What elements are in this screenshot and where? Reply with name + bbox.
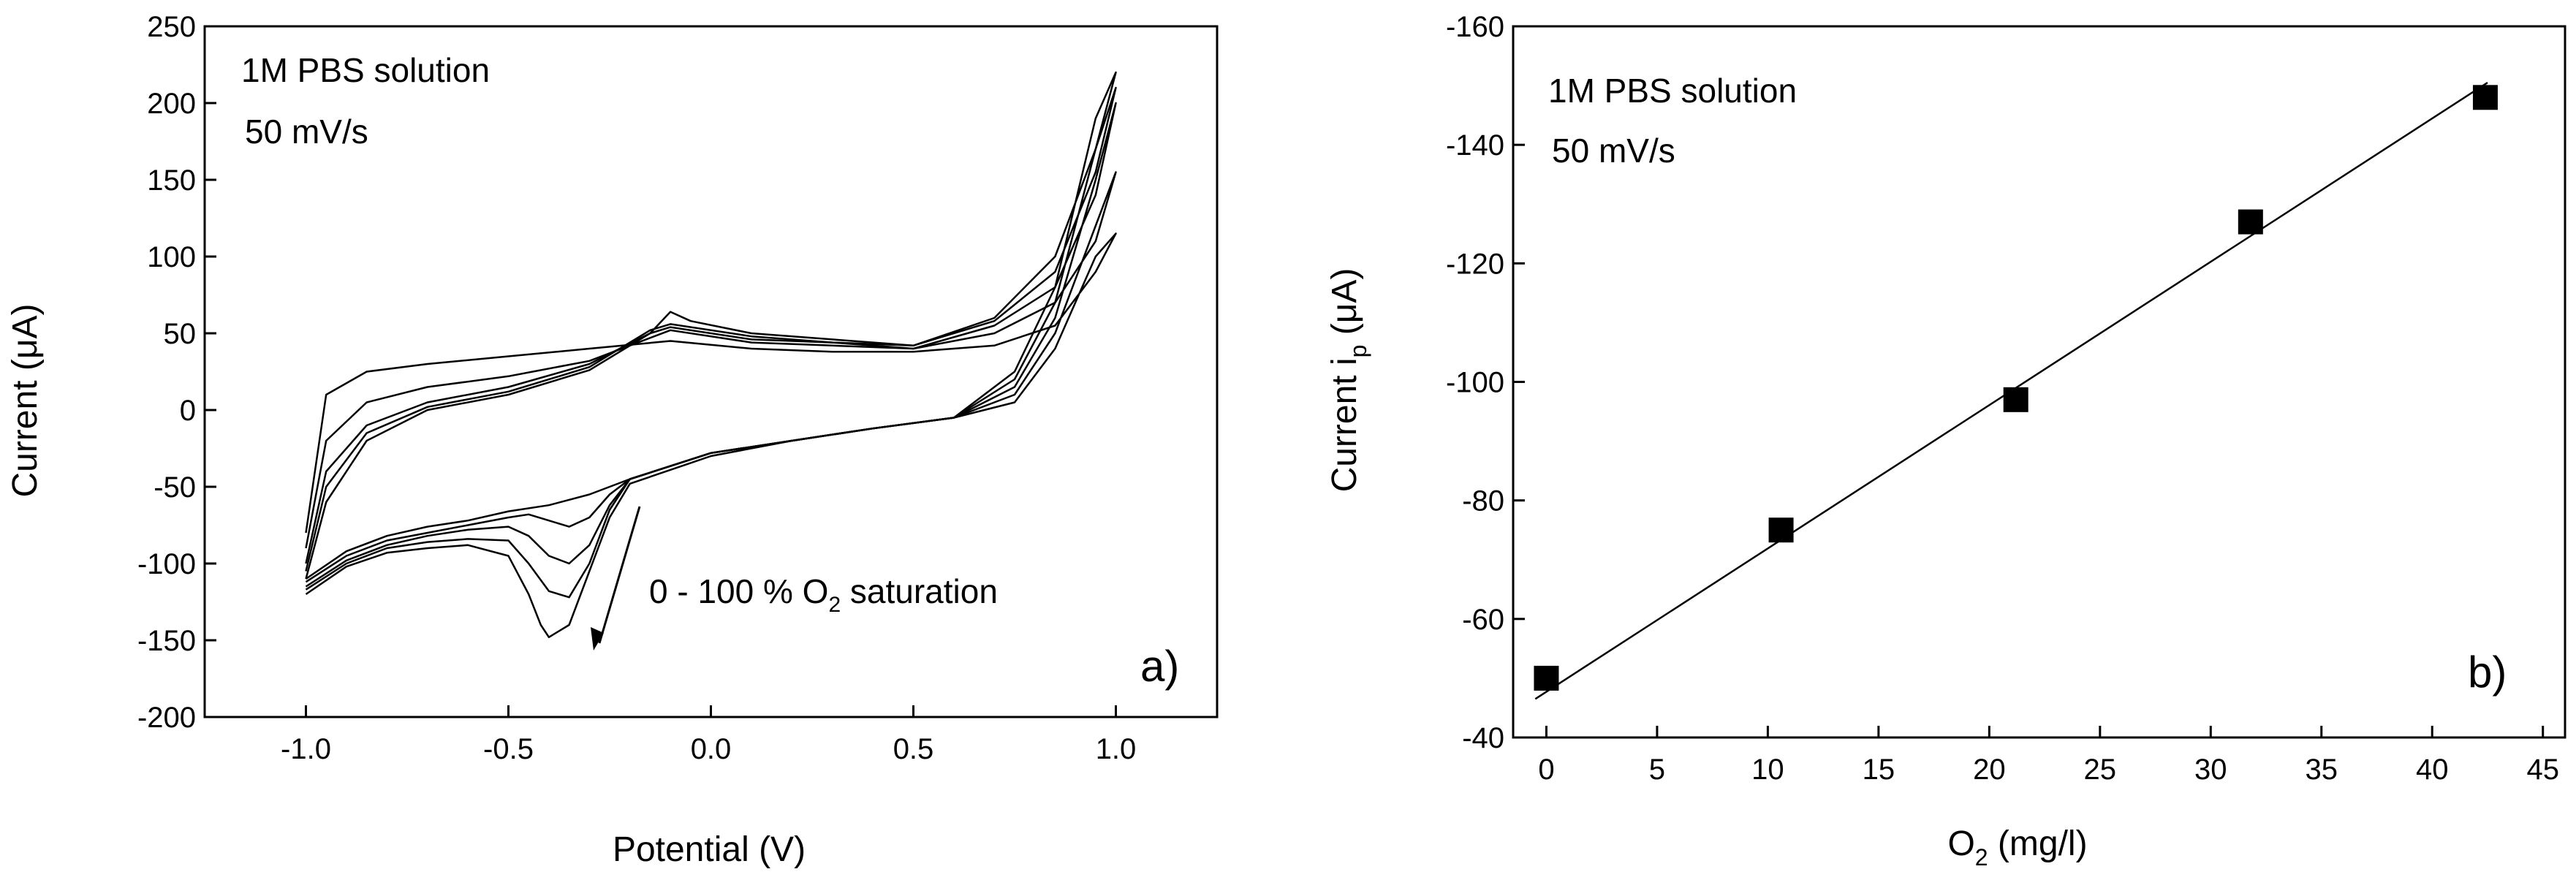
y-tick-label-a: 100 xyxy=(147,241,196,273)
x-tick-label-a: 1.0 xyxy=(1096,733,1137,765)
panel-label-b: b) xyxy=(2468,648,2507,697)
y-title-b-subscript: p xyxy=(1345,345,1371,358)
x-tick-label-a: 0.5 xyxy=(893,733,934,765)
x-title-b-suffix: (mg/l) xyxy=(1988,824,2088,863)
y-title-b-suffix: (μA) xyxy=(1325,268,1364,345)
saturation-text-suffix: saturation xyxy=(841,572,998,610)
x-tick-label-b: 10 xyxy=(1751,754,1784,786)
saturation-text-subscript: 2 xyxy=(828,593,841,617)
data-points xyxy=(1534,85,2498,691)
y-tick-label-a: 50 xyxy=(164,318,197,350)
y-tick-label-a: -100 xyxy=(137,548,196,580)
x-tick-label-b: 30 xyxy=(2194,754,2227,786)
saturation-annotation: 0 - 100 % O2 saturation xyxy=(649,572,998,617)
y-ticks-b: -40 -60 -80 -100 -120 -140 -160 xyxy=(1446,11,1525,754)
y-tick-label-a: 150 xyxy=(147,164,196,197)
y-tick-label-a: -150 xyxy=(137,625,196,657)
cv-series xyxy=(305,71,1117,639)
y-tick-label-b: -40 xyxy=(1462,722,1504,754)
x-tick-label-a: -1.0 xyxy=(281,733,331,765)
y-tick-label-a: -50 xyxy=(154,471,196,504)
saturation-text-prefix: 0 - 100 % O xyxy=(649,572,828,610)
x-tick-label-b: 35 xyxy=(2306,754,2338,786)
saturation-arrow-shaft xyxy=(598,506,641,644)
x-tick-label-b: 5 xyxy=(1649,754,1665,786)
annotation-solution-a: 1M PBS solution xyxy=(241,51,490,89)
y-tick-label-a: 250 xyxy=(147,11,196,43)
x-ticks-b: 0 5 10 15 20 25 30 35 40 45 xyxy=(1538,726,2559,786)
x-tick-label-b: 40 xyxy=(2416,754,2449,786)
y-title-b-prefix: Current i xyxy=(1325,357,1364,492)
data-point xyxy=(1534,665,1559,691)
x-tick-label-b: 20 xyxy=(1973,754,2006,786)
data-point xyxy=(2472,85,2498,110)
saturation-arrow-head xyxy=(591,627,604,650)
y-tick-label-a: 0 xyxy=(180,395,196,427)
y-tick-label-a: -200 xyxy=(137,702,196,734)
y-tick-label-b: -60 xyxy=(1462,604,1504,636)
data-point xyxy=(1768,517,1794,543)
cv-series xyxy=(305,232,1117,580)
x-tick-label-b: 15 xyxy=(1863,754,1895,786)
panel-label-a: a) xyxy=(1140,642,1179,691)
cv-panel-a: -1.0 -0.5 0.0 0.5 1.0 -200 -150 -100 -50 0 50 100 1… xyxy=(6,11,1219,869)
annotation-scanrate-b: 50 mV/s xyxy=(1552,132,1675,170)
x-tick-label-b: 45 xyxy=(2526,754,2559,786)
cv-series xyxy=(305,171,1117,583)
x-tick-label-a: 0.0 xyxy=(691,733,732,765)
data-point xyxy=(2003,387,2028,412)
x-tick-label-b: 25 xyxy=(2084,754,2117,786)
y-ticks-a: -200 -150 -100 -50 0 50 100 150 200 250 xyxy=(137,11,216,734)
y-axis-title-a: Current (μA) xyxy=(6,303,45,497)
y-tick-label-b: -80 xyxy=(1462,485,1504,517)
x-axis-title-b: O2 (mg/l) xyxy=(1947,824,2087,870)
y-tick-label-a: 200 xyxy=(147,88,196,120)
data-point xyxy=(2238,209,2263,235)
y-tick-label-b: -140 xyxy=(1446,129,1504,162)
y-tick-label-b: -100 xyxy=(1446,367,1504,399)
y-tick-label-b: -160 xyxy=(1446,11,1504,43)
y-axis-title-b: Current ip (μA) xyxy=(1325,268,1371,493)
x-title-b-prefix: O xyxy=(1947,824,1974,863)
calibration-panel-b: 0 5 10 15 20 25 30 35 40 45 -40 -60 -80 -100 -120 -140… xyxy=(1325,11,2566,870)
annotation-scanrate-a: 50 mV/s xyxy=(245,113,368,151)
x-axis-title-a: Potential (V) xyxy=(613,830,806,869)
x-ticks-a: -1.0 -0.5 0.0 0.5 1.0 xyxy=(281,705,1136,765)
x-tick-label-a: -0.5 xyxy=(483,733,534,765)
x-tick-label-b: 0 xyxy=(1538,754,1554,786)
y-tick-label-b: -120 xyxy=(1446,248,1504,280)
annotation-solution-b: 1M PBS solution xyxy=(1548,72,1797,110)
cv-curves xyxy=(305,71,1117,639)
x-title-b-subscript: 2 xyxy=(1975,844,1988,870)
cv-series xyxy=(305,86,1117,599)
